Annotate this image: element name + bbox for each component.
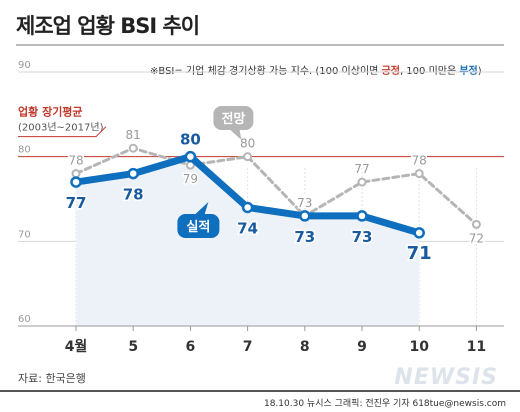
x-tick-label: 11: [467, 339, 486, 355]
outlook-value-label: 79: [183, 172, 198, 186]
x-axis: 4월 5 6 7 8 9 10 11: [18, 325, 504, 355]
actual-badge-box: [177, 214, 220, 238]
outlook-badge: 전망: [213, 106, 254, 140]
watermark: NEWSIS: [394, 365, 498, 390]
y-tick-label: 70: [18, 229, 31, 240]
note-negative: 부정: [459, 64, 477, 77]
actual-value-label: 73: [352, 228, 373, 246]
actual-point: [299, 210, 311, 222]
actual-value-label: 74: [237, 219, 258, 237]
y-tick-label: 60: [18, 314, 31, 325]
actual-point: [70, 176, 82, 188]
title-divider: [16, 44, 504, 46]
actual-value-label: 80: [180, 131, 201, 149]
actual-point: [127, 167, 139, 180]
x-tick-label: 7: [243, 339, 253, 355]
source-note: 자료: 한국은행: [18, 372, 86, 385]
actual-point: [413, 227, 425, 239]
outlook-point: [128, 143, 138, 153]
actual-badge-pointer: [194, 202, 209, 215]
outlook-badge-pointer: [229, 129, 242, 140]
outlook-point: [71, 169, 81, 179]
outlook-value-label: 78: [68, 154, 83, 168]
x-tick-label: 8: [300, 339, 310, 355]
actual-point: [241, 201, 254, 214]
outlook-value-label: 80: [240, 137, 255, 151]
outlook-badge-box: [213, 106, 254, 130]
reference-line-group: 업황 장기평균 (2003년~2017년): [18, 105, 504, 158]
note-positive: 긍정: [382, 64, 400, 77]
outlook-value-label: 72: [469, 231, 484, 245]
actual-series: [70, 150, 425, 239]
credit-line: 18.10.30 뉴시스 그래픽: 전진우 기자 618tue@newsis.c…: [263, 399, 506, 409]
reference-line-sublabel: (2003년~2017년): [18, 122, 104, 134]
outlook-line: [74, 146, 478, 226]
outlook-badge-label: 전망: [221, 111, 245, 127]
actual-area-fill: [76, 156, 420, 326]
footer-divider: [0, 390, 520, 392]
line-chart: ※BSI= 기업 체감 경기상황 가능 지수. (100 이상이면 긍정, 10…: [18, 60, 504, 355]
actual-badge-label: 실적: [186, 219, 210, 235]
outlook-point: [357, 177, 367, 187]
actual-value-label: 78: [123, 186, 144, 204]
actual-area: [76, 156, 420, 326]
reference-leader: [18, 126, 107, 138]
actual-point: [184, 150, 197, 163]
data-labels: 78 81 79 80 73 77 78 72 77 78 80 74 73 73 71: [64, 127, 485, 266]
outlook-value-label: 77: [354, 162, 369, 176]
outlook-value-label: 78: [412, 154, 427, 168]
reference-line-label: 업황 장기평균: [18, 105, 83, 119]
outlook-value-label: 81: [126, 128, 141, 142]
actual-badge: 실적: [177, 202, 220, 238]
x-tick-label: 6: [186, 339, 196, 355]
actual-point: [356, 210, 368, 222]
outlook-point: [414, 169, 424, 179]
x-tick-label: 5: [128, 339, 138, 355]
x-tick-label: 10: [409, 339, 429, 355]
x-tick-label: 9: [357, 339, 367, 355]
y-tick-label: 90: [18, 60, 31, 71]
chart-title: 제조업 업황 BSI 추이: [16, 14, 200, 38]
actual-value-label: 77: [66, 194, 87, 212]
outlook-point: [243, 152, 253, 162]
actual-value-label: 71: [407, 243, 432, 264]
bsi-note: ※BSI= 기업 체감 경기상황 가능 지수. (100 이상이면 긍정, 10…: [150, 64, 482, 77]
y-tick-label: 80: [18, 145, 31, 156]
outlook-point: [471, 219, 481, 229]
outlook-value-label: 73: [297, 196, 312, 210]
x-tick-label: 4월: [65, 338, 88, 355]
actual-value-label: 73: [294, 228, 315, 246]
